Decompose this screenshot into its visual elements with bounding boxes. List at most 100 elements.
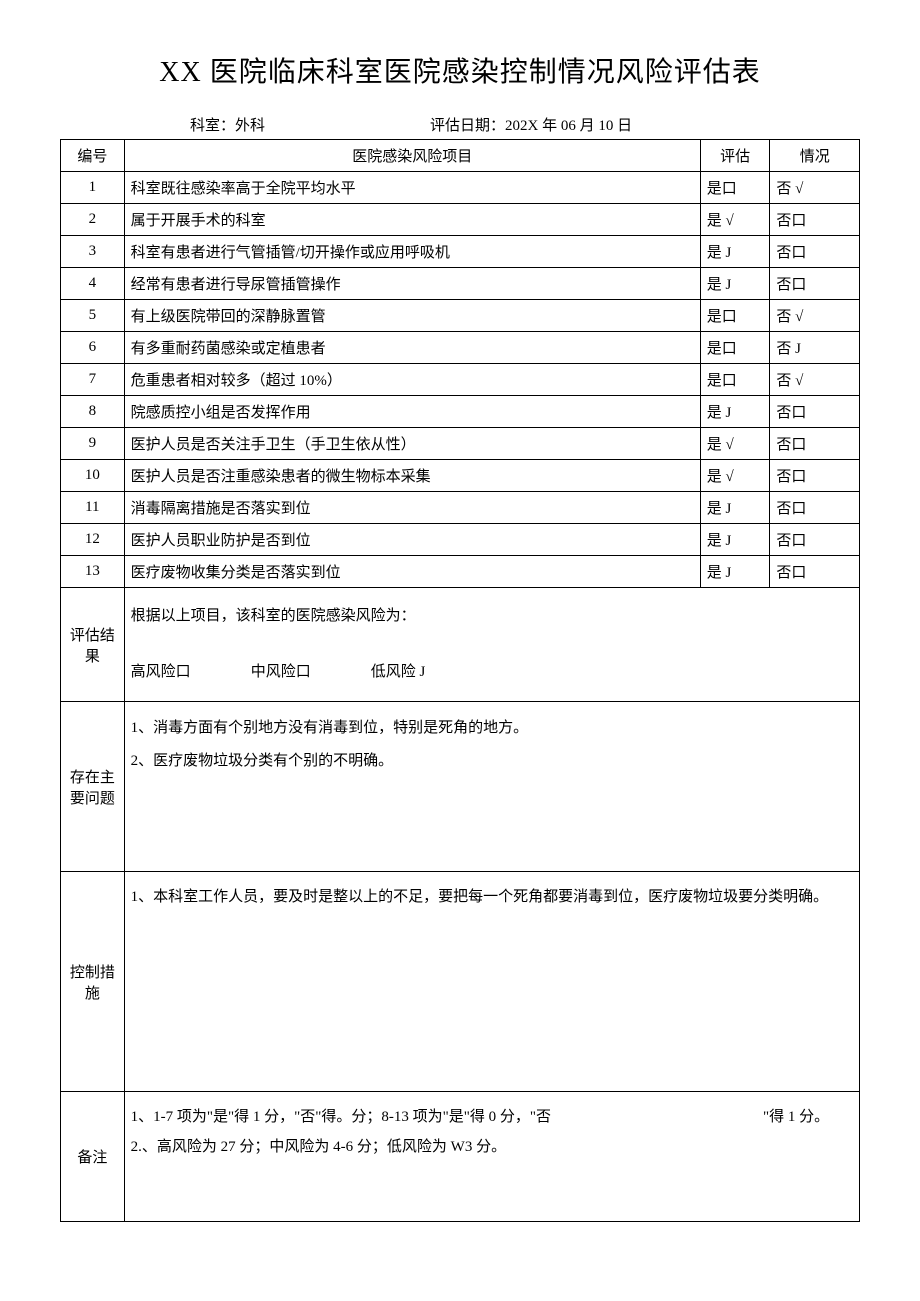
row-item: 院感质控小组是否发挥作用 — [124, 396, 700, 428]
problems-label: 存在主要问题 — [61, 702, 125, 872]
table-row: 13 医疗废物收集分类是否落实到位 是 J 否口 — [61, 556, 860, 588]
table-row: 4 经常有患者进行导尿管插管操作 是 J 否口 — [61, 268, 860, 300]
page-title: XX 医院临床科室医院感染控制情况风险评估表 — [60, 50, 860, 90]
problems-line1: 1、消毒方面有个别地方没有消毒到位，特别是死角的地方。 — [131, 712, 853, 745]
table-row: 3 科室有患者进行气管插管/切开操作或应用呼吸机 是 J 否口 — [61, 236, 860, 268]
row-item: 有上级医院带回的深静脉置管 — [124, 300, 700, 332]
row-status: 否 √ — [770, 172, 860, 204]
table-row: 7 危重患者相对较多（超过 10%） 是口 否 √ — [61, 364, 860, 396]
notes-line1-side: "得 1 分。 — [753, 1102, 853, 1162]
notes-line2: 2.、高风险为 27 分；中风险为 4-6 分；低风险为 W3 分。 — [131, 1132, 753, 1162]
table-row: 11 消毒隔离措施是否落实到位 是 J 否口 — [61, 492, 860, 524]
row-num: 6 — [61, 332, 125, 364]
row-status: 否 √ — [770, 300, 860, 332]
header-eval: 评估 — [700, 140, 770, 172]
row-num: 10 — [61, 460, 125, 492]
row-eval: 是 J — [700, 556, 770, 588]
row-item: 危重患者相对较多（超过 10%） — [124, 364, 700, 396]
row-num: 13 — [61, 556, 125, 588]
row-eval: 是口 — [700, 364, 770, 396]
row-item: 消毒隔离措施是否落实到位 — [124, 492, 700, 524]
header-item: 医院感染风险项目 — [124, 140, 700, 172]
row-status: 否口 — [770, 492, 860, 524]
row-item: 医护人员职业防护是否到位 — [124, 524, 700, 556]
result-label: 评估结果 — [61, 588, 125, 702]
table-row: 5 有上级医院带回的深静脉置管 是口 否 √ — [61, 300, 860, 332]
row-item: 科室有患者进行气管插管/切开操作或应用呼吸机 — [124, 236, 700, 268]
date-label: 评估日期： — [430, 118, 505, 134]
row-num: 3 — [61, 236, 125, 268]
measures-line1: 1、本科室工作人员，要及时是整以上的不足，要把每一个死角都要消毒到位，医疗废物垃… — [131, 882, 853, 912]
row-item: 医护人员是否关注手卫生（手卫生依从性） — [124, 428, 700, 460]
row-num: 2 — [61, 204, 125, 236]
result-cell: 根据以上项目，该科室的医院感染风险为： 高风险口 中风险口 低风险 J — [124, 588, 859, 702]
assessment-table: 编号 医院感染风险项目 评估 情况 1 科室既往感染率高于全院平均水平 是口 否… — [60, 139, 860, 1222]
meta-row: 科室：外科 评估日期：202X 年 06 月 10 日 — [60, 114, 860, 135]
header-status: 情况 — [770, 140, 860, 172]
row-status: 否口 — [770, 460, 860, 492]
row-item: 经常有患者进行导尿管插管操作 — [124, 268, 700, 300]
row-status: 否 √ — [770, 364, 860, 396]
row-status: 否口 — [770, 268, 860, 300]
row-num: 7 — [61, 364, 125, 396]
risk-high: 高风险口 — [131, 654, 191, 692]
problems-cell: 1、消毒方面有个别地方没有消毒到位，特别是死角的地方。 2、医疗废物垃圾分类有个… — [124, 702, 859, 872]
dept-label: 科室： — [190, 118, 235, 134]
table-row: 12 医护人员职业防护是否到位 是 J 否口 — [61, 524, 860, 556]
row-status: 否 J — [770, 332, 860, 364]
header-num: 编号 — [61, 140, 125, 172]
row-num: 9 — [61, 428, 125, 460]
row-status: 否口 — [770, 204, 860, 236]
row-eval: 是 J — [700, 492, 770, 524]
table-row: 6 有多重耐药菌感染或定植患者 是口 否 J — [61, 332, 860, 364]
date-value: 202X 年 06 月 10 日 — [505, 118, 632, 134]
row-item: 属于开展手术的科室 — [124, 204, 700, 236]
meta-date: 评估日期：202X 年 06 月 10 日 — [430, 114, 632, 135]
notes-line1: 1、1-7 项为"是"得 1 分，"否"得。分；8-13 项为"是"得 0 分，… — [131, 1102, 753, 1132]
measures-cell: 1、本科室工作人员，要及时是整以上的不足，要把每一个死角都要消毒到位，医疗废物垃… — [124, 872, 859, 1092]
row-item: 有多重耐药菌感染或定植患者 — [124, 332, 700, 364]
row-item: 医护人员是否注重感染患者的微生物标本采集 — [124, 460, 700, 492]
row-status: 否口 — [770, 396, 860, 428]
row-eval: 是 J — [700, 524, 770, 556]
row-status: 否口 — [770, 524, 860, 556]
row-num: 4 — [61, 268, 125, 300]
row-num: 11 — [61, 492, 125, 524]
measures-row: 控制措施 1、本科室工作人员，要及时是整以上的不足，要把每一个死角都要消毒到位，… — [61, 872, 860, 1092]
result-options: 高风险口 中风险口 低风险 J — [131, 654, 853, 692]
row-status: 否口 — [770, 236, 860, 268]
risk-mid: 中风险口 — [251, 654, 311, 692]
row-eval: 是 J — [700, 236, 770, 268]
row-eval: 是 √ — [700, 460, 770, 492]
row-eval: 是 √ — [700, 428, 770, 460]
problems-row: 存在主要问题 1、消毒方面有个别地方没有消毒到位，特别是死角的地方。 2、医疗废… — [61, 702, 860, 872]
meta-dept: 科室：外科 — [190, 114, 430, 135]
table-row: 1 科室既往感染率高于全院平均水平 是口 否 √ — [61, 172, 860, 204]
row-eval: 是 J — [700, 396, 770, 428]
row-num: 12 — [61, 524, 125, 556]
row-eval: 是口 — [700, 300, 770, 332]
row-item: 科室既往感染率高于全院平均水平 — [124, 172, 700, 204]
measures-label: 控制措施 — [61, 872, 125, 1092]
row-item: 医疗废物收集分类是否落实到位 — [124, 556, 700, 588]
table-row: 10 医护人员是否注重感染患者的微生物标本采集 是 √ 否口 — [61, 460, 860, 492]
result-intro: 根据以上项目，该科室的医院感染风险为： — [131, 598, 853, 636]
risk-low: 低风险 J — [371, 654, 426, 692]
table-row: 8 院感质控小组是否发挥作用 是 J 否口 — [61, 396, 860, 428]
table-row: 2 属于开展手术的科室 是 √ 否口 — [61, 204, 860, 236]
row-status: 否口 — [770, 556, 860, 588]
problems-line2: 2、医疗废物垃圾分类有个别的不明确。 — [131, 745, 853, 778]
row-eval: 是 J — [700, 268, 770, 300]
row-num: 8 — [61, 396, 125, 428]
result-row: 评估结果 根据以上项目，该科室的医院感染风险为： 高风险口 中风险口 低风险 J — [61, 588, 860, 702]
notes-label: 备注 — [61, 1092, 125, 1222]
notes-cell: 1、1-7 项为"是"得 1 分，"否"得。分；8-13 项为"是"得 0 分，… — [124, 1092, 859, 1222]
row-eval: 是口 — [700, 172, 770, 204]
row-eval: 是 √ — [700, 204, 770, 236]
dept-value: 外科 — [235, 118, 265, 134]
row-num: 5 — [61, 300, 125, 332]
table-header-row: 编号 医院感染风险项目 评估 情况 — [61, 140, 860, 172]
row-eval: 是口 — [700, 332, 770, 364]
row-num: 1 — [61, 172, 125, 204]
table-row: 9 医护人员是否关注手卫生（手卫生依从性） 是 √ 否口 — [61, 428, 860, 460]
